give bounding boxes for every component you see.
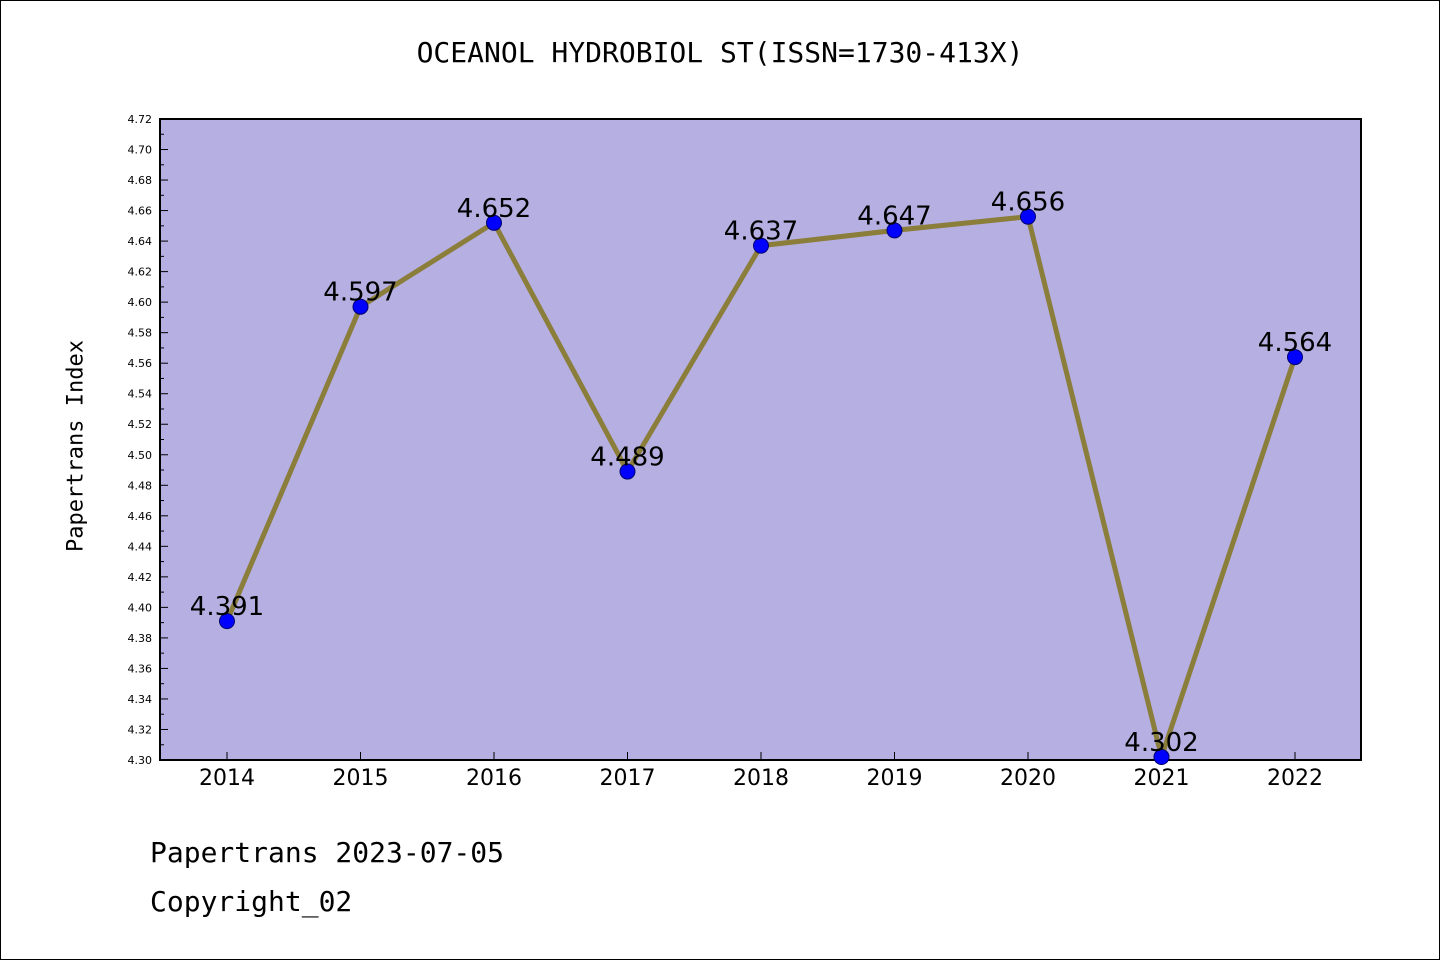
data-point	[1020, 208, 1036, 225]
chart-title: OCEANOL HYDROBIOL ST(ISSN=1730-413X)	[416, 36, 1024, 69]
y-tick-label: 4.40	[128, 601, 153, 614]
y-tick-label: 4.62	[128, 266, 153, 279]
y-tick-label: 4.68	[128, 174, 153, 187]
data-label: 4.597	[323, 278, 397, 308]
y-tick-label: 4.70	[128, 144, 153, 157]
x-tick-label: 2020	[1000, 766, 1056, 791]
y-tick-label: 4.72	[128, 113, 153, 126]
y-tick-label: 4.42	[128, 571, 153, 584]
x-tick-label: 2018	[733, 766, 789, 791]
y-tick-label: 4.36	[128, 662, 153, 675]
y-tick-label: 4.52	[128, 418, 153, 431]
x-axis-ticks: 2014 2015 2016 2017 2018 2019 2020 2021 2022	[199, 752, 1323, 791]
plot-area	[159, 118, 1362, 761]
y-tick-label: 4.66	[128, 205, 153, 218]
footer-date: Papertrans 2023-07-05	[150, 836, 505, 869]
y-tick-label: 4.38	[128, 632, 153, 645]
y-tick-label: 4.30	[128, 754, 153, 767]
x-tick-label: 2022	[1267, 766, 1323, 791]
data-point	[486, 214, 502, 231]
x-tick-label: 2021	[1134, 766, 1190, 791]
data-label: 4.637	[724, 217, 798, 247]
y-tick-label: 4.54	[128, 388, 153, 401]
data-point	[1153, 748, 1170, 765]
y-tick-label: 4.48	[128, 479, 153, 492]
x-tick-label: 2017	[600, 766, 656, 791]
x-tick-label: 2015	[333, 766, 389, 791]
y-tick-label: 4.58	[128, 327, 153, 340]
footer-copyright: Copyright_02	[150, 885, 353, 918]
data-labels: 4.391 4.597 4.652 4.489 4.637 4.647 4.656 4.302…	[190, 188, 1332, 758]
x-tick-label: 2019	[867, 766, 923, 791]
data-point	[753, 237, 769, 254]
data-label: 4.647	[857, 201, 931, 231]
data-point	[619, 463, 636, 480]
y-tick-label: 4.56	[128, 357, 153, 370]
y-tick-label: 4.44	[128, 540, 153, 553]
x-tick-label: 2016	[466, 766, 522, 791]
data-label: 4.302	[1124, 728, 1198, 758]
y-tick-label: 4.64	[128, 235, 153, 248]
data-point	[352, 298, 369, 315]
data-point	[219, 613, 235, 630]
data-label: 4.652	[457, 194, 531, 224]
data-label: 4.656	[991, 188, 1065, 218]
data-points	[219, 208, 1303, 765]
y-tick-label: 4.46	[128, 510, 153, 523]
y-tick-label: 4.32	[128, 723, 153, 736]
y-tick-label: 4.34	[128, 693, 153, 706]
data-label: 4.489	[590, 443, 664, 473]
data-label: 4.564	[1258, 328, 1332, 358]
x-tick-label: 2014	[199, 766, 255, 791]
data-label: 4.391	[190, 592, 264, 622]
data-point	[886, 222, 903, 239]
data-point	[1287, 349, 1303, 366]
y-axis-ticks: 4.30 4.32 4.34 4.36 4.38 4.40 4.42 4.44 4.46 4.48…	[128, 113, 168, 767]
y-tick-label: 4.60	[128, 296, 153, 309]
y-tick-label: 4.50	[128, 449, 153, 462]
